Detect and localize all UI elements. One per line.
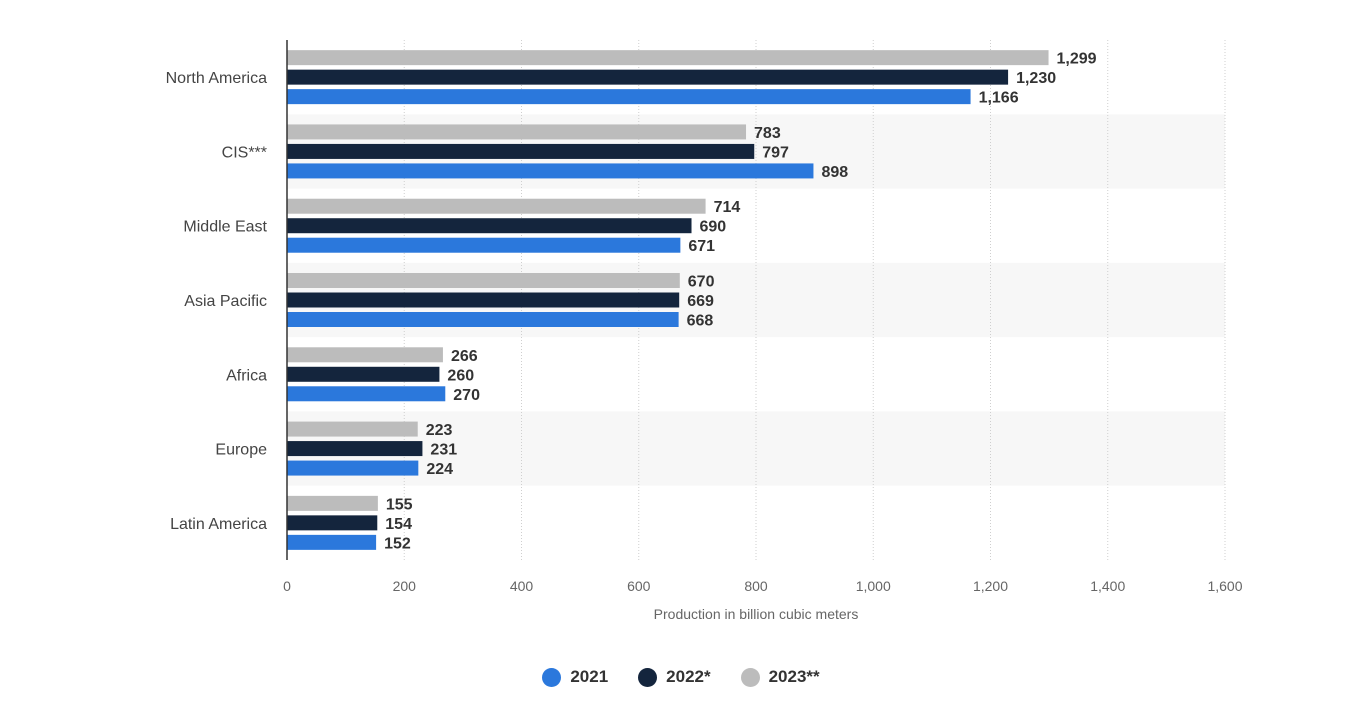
legend-swatch: [542, 667, 562, 687]
legend: 2021 2022* 2023**: [0, 667, 1362, 687]
category-label: Europe: [215, 442, 267, 459]
x-tick-label: 800: [744, 578, 768, 594]
legend-item[interactable]: 2023**: [740, 667, 820, 687]
legend-label: 2021: [570, 667, 609, 686]
data-label: 224: [426, 461, 453, 478]
bar[interactable]: [287, 292, 680, 308]
bar[interactable]: [287, 163, 814, 179]
legend-item[interactable]: 2021: [542, 667, 608, 687]
data-label: 1,299: [1057, 51, 1097, 68]
bar[interactable]: [287, 366, 440, 382]
data-label: 223: [426, 422, 453, 439]
legend-item[interactable]: 2022*: [638, 667, 711, 687]
bar[interactable]: [287, 534, 377, 550]
data-label: 783: [754, 125, 781, 142]
x-tick-label: 1,400: [1090, 578, 1125, 594]
bar[interactable]: [287, 495, 378, 511]
bar[interactable]: [287, 515, 378, 531]
x-axis-title: Production in billion cubic meters: [654, 606, 859, 622]
x-tick-label: 600: [627, 578, 651, 594]
data-label: 270: [453, 387, 480, 404]
bar[interactable]: [287, 460, 419, 476]
x-tick-label: 0: [283, 578, 291, 594]
x-tick-label: 200: [393, 578, 417, 594]
data-label: 266: [451, 348, 478, 365]
bar[interactable]: [287, 198, 706, 214]
bar[interactable]: [287, 441, 423, 457]
bar[interactable]: [287, 124, 747, 140]
legend-swatch: [638, 667, 658, 687]
data-label: 670: [688, 274, 715, 291]
category-label: Latin America: [170, 516, 267, 533]
data-label: 155: [386, 496, 413, 513]
category-labels: North America CIS*** Middle East Asia Pacif…: [166, 70, 268, 533]
bar[interactable]: [287, 89, 971, 105]
category-label: CIS***: [222, 144, 267, 161]
legend-label: 2022*: [666, 667, 711, 686]
data-label: 669: [687, 293, 714, 310]
bar[interactable]: [287, 218, 692, 234]
category-label: Middle East: [183, 219, 267, 236]
bar[interactable]: [287, 50, 1049, 66]
category-label: Africa: [226, 367, 267, 384]
bar[interactable]: [287, 421, 418, 437]
bar[interactable]: [287, 237, 681, 253]
legend-swatch: [740, 667, 760, 687]
data-label: 260: [447, 367, 474, 384]
bars: [287, 50, 1049, 550]
x-axis-tick-labels: 0 200 400 600 800 1,000 1,200 1,400 1,600: [283, 578, 1243, 594]
data-label: 1,230: [1016, 70, 1056, 87]
data-label: 152: [384, 535, 411, 552]
data-label: 231: [430, 442, 457, 459]
bar[interactable]: [287, 69, 1009, 85]
category-label: Asia Pacific: [184, 293, 267, 310]
data-label: 690: [700, 219, 727, 236]
category-label: North America: [166, 70, 267, 87]
x-tick-label: 1,200: [973, 578, 1008, 594]
data-label: 797: [762, 144, 789, 161]
data-label: 1,166: [979, 90, 1019, 107]
data-label: 898: [821, 164, 848, 181]
bar[interactable]: [287, 312, 679, 327]
bar[interactable]: [287, 386, 446, 402]
bar[interactable]: [287, 143, 755, 159]
x-tick-label: 1,000: [856, 578, 891, 594]
data-label: 154: [385, 516, 412, 533]
legend-label: 2023**: [768, 667, 820, 686]
x-tick-label: 400: [510, 578, 534, 594]
bar[interactable]: [287, 347, 443, 363]
data-label: 668: [687, 313, 714, 330]
data-label: 671: [688, 238, 715, 255]
x-tick-label: 1,600: [1207, 578, 1242, 594]
bar[interactable]: [287, 273, 680, 288]
data-label: 714: [714, 199, 741, 216]
